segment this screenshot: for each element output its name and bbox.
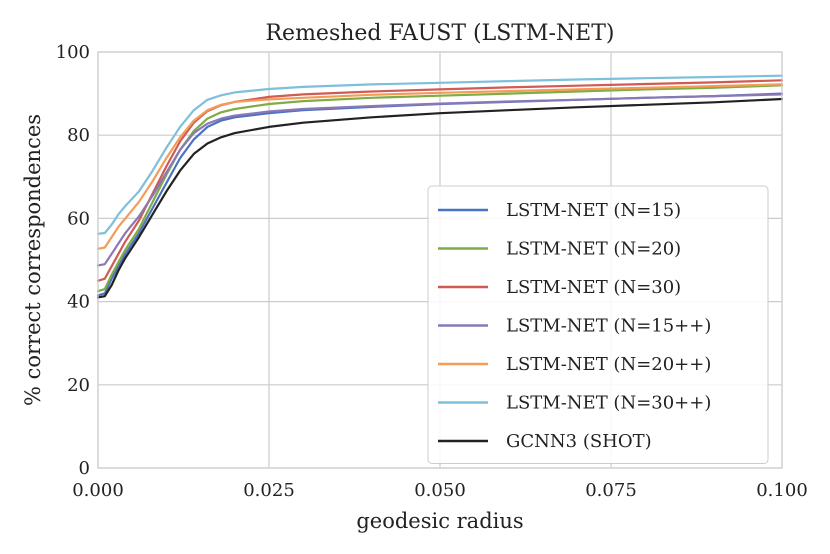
chart-title: Remeshed FAUST (LSTM-NET) <box>265 21 614 46</box>
legend: LSTM-NET (N=15) LSTM-NET (N=20) LSTM-NET (… <box>427 185 769 464</box>
y-tick-label: 20 <box>67 375 90 396</box>
legend-label: GCNN3 (SHOT) <box>506 431 652 452</box>
plot-frame <box>97 51 783 469</box>
x-tick-label: 0.100 <box>756 480 808 501</box>
series-line-4 <box>96 93 784 267</box>
legend-label: LSTM-NET (N=15) <box>506 200 681 221</box>
y-tick-label: 40 <box>67 292 90 313</box>
x-axis-label: geodesic radius <box>356 509 523 533</box>
legend-label: LSTM-NET (N=20) <box>506 239 681 260</box>
legend-box <box>427 185 769 464</box>
series-line-5 <box>96 83 784 250</box>
tick-layer: 0.000 0.025 0.050 0.075 0.100 0 20 40 60 80 100 <box>56 42 808 501</box>
legend-label: LSTM-NET (N=15++) <box>506 316 711 337</box>
legend-label: LSTM-NET (N=20++) <box>506 354 711 375</box>
y-tick-label: 0 <box>79 458 90 479</box>
series-layer <box>96 74 784 299</box>
y-tick-label: 60 <box>67 208 90 229</box>
x-tick-label: 0.050 <box>414 480 466 501</box>
series-line-6 <box>96 74 784 235</box>
y-tick-label: 80 <box>67 125 90 146</box>
legend-label: LSTM-NET (N=30++) <box>506 393 711 414</box>
y-tick-label: 100 <box>56 42 90 63</box>
x-tick-label: 0.025 <box>243 480 295 501</box>
series-line-2 <box>96 84 784 293</box>
x-tick-label: 0.000 <box>72 480 124 501</box>
series-line-7 <box>96 97 784 299</box>
x-tick-label: 0.075 <box>585 480 637 501</box>
y-axis-label: % correct correspondences <box>21 114 45 406</box>
legend-label: LSTM-NET (N=30) <box>506 277 681 298</box>
